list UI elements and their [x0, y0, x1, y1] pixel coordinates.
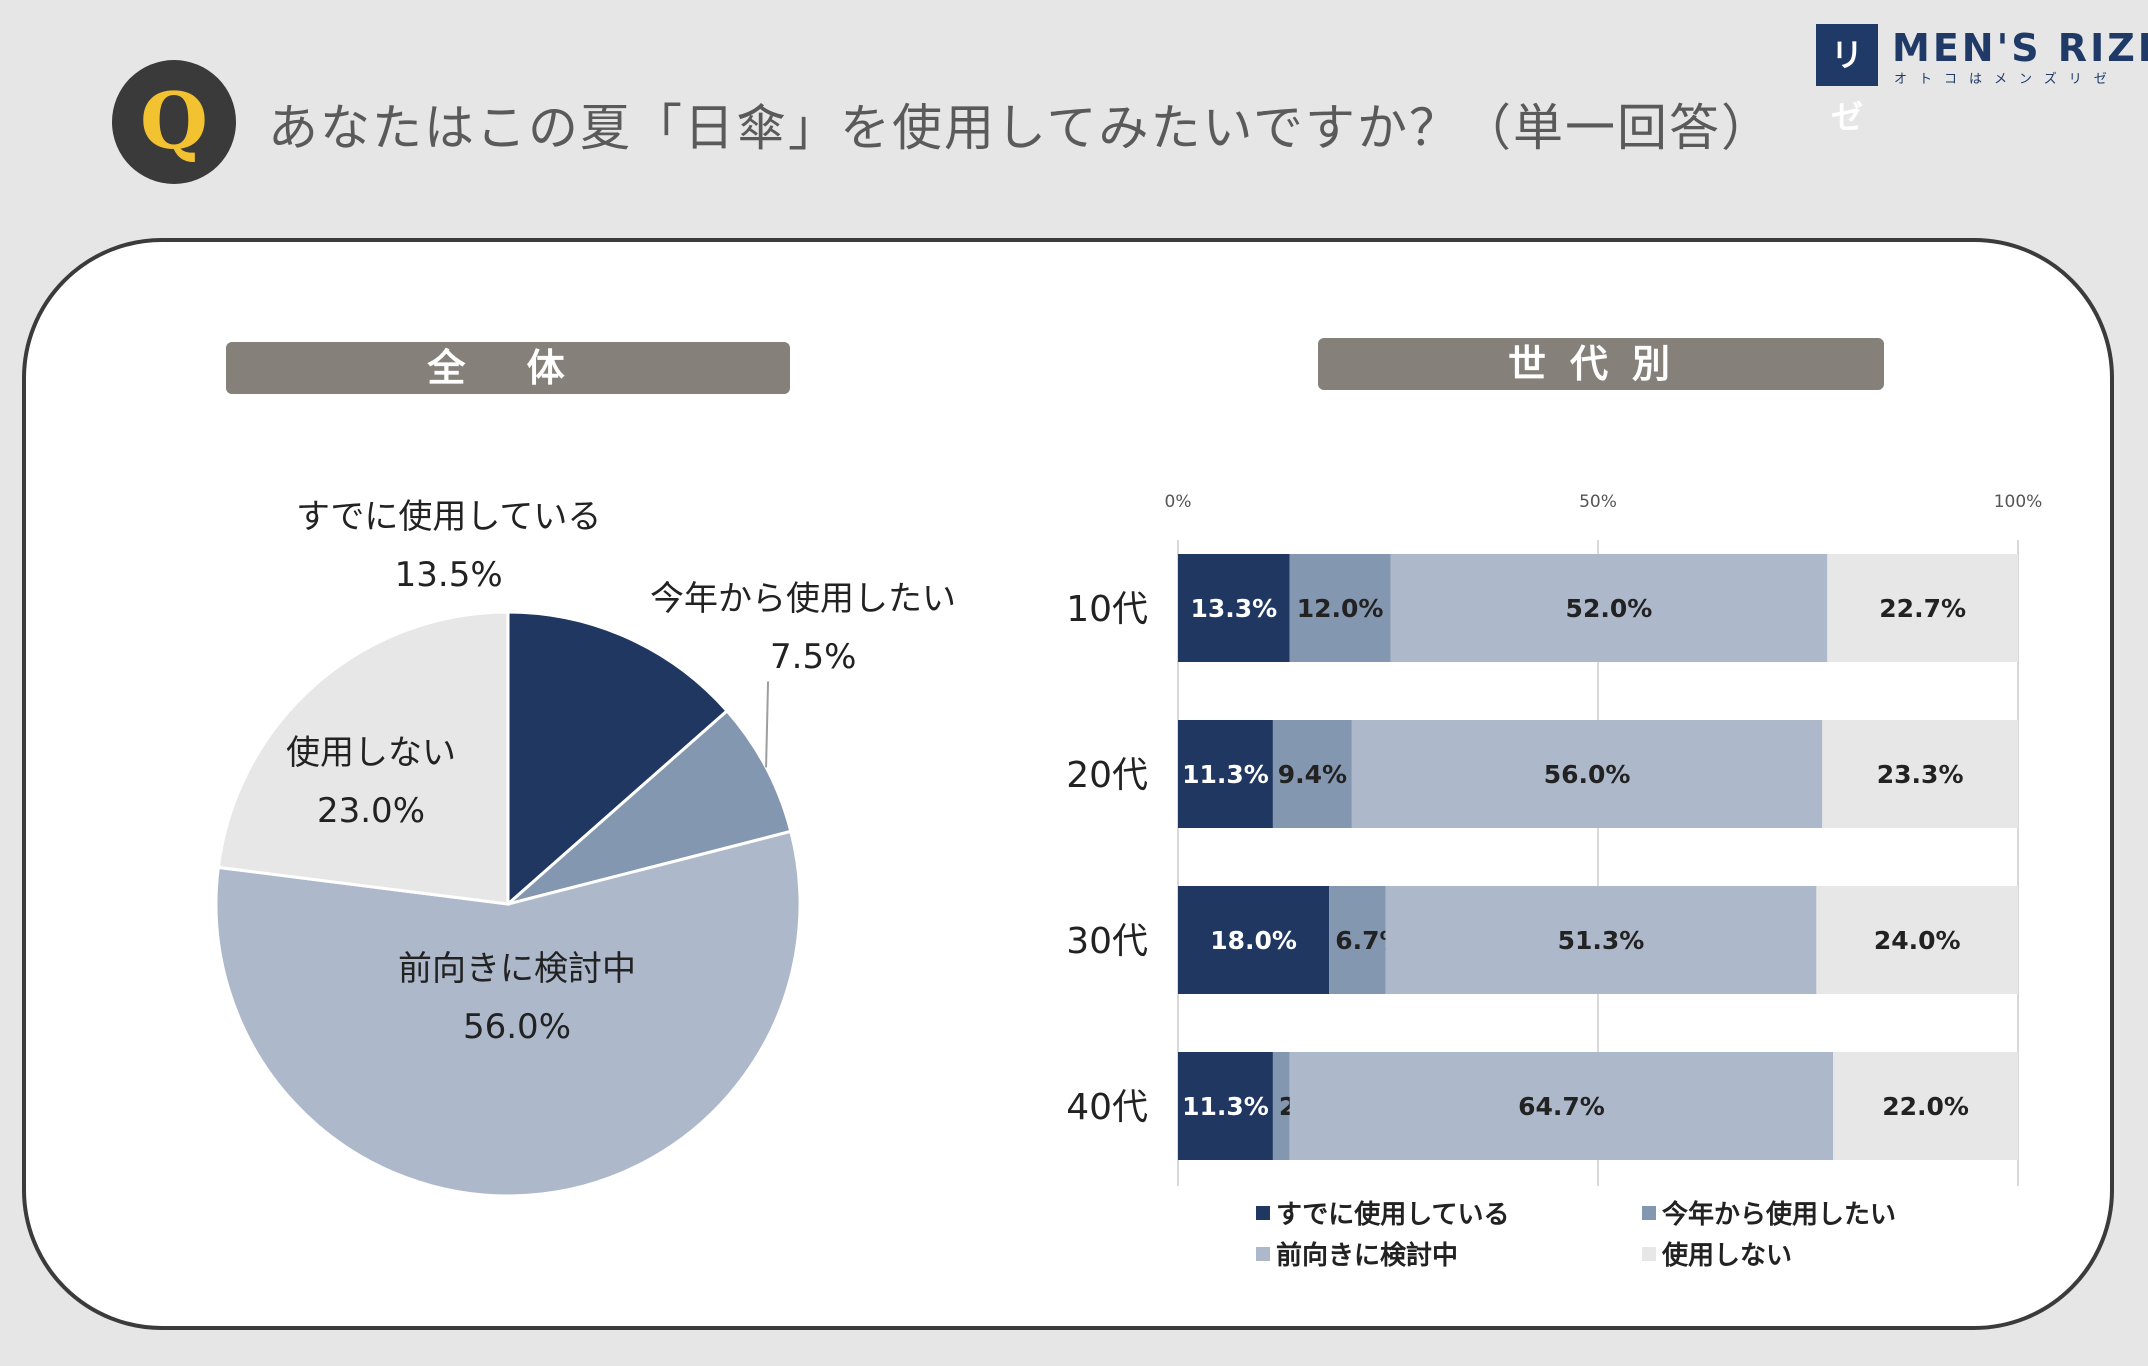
- data-label-already: 13.3%: [1190, 594, 1277, 623]
- pie-label-not-use: 使用しない 23.0%: [286, 724, 456, 840]
- data-label-considering: 64.7%: [1518, 1092, 1605, 1121]
- logo-tagline: オトコはメンズリゼ: [1894, 72, 2119, 87]
- data-label-from-this-year: 12.0%: [1297, 594, 1384, 623]
- pie-label-not-use-name: 使用しない: [286, 733, 456, 773]
- category-label: 10代: [1066, 589, 1148, 630]
- legend-label-considering: 前向きに検討中: [1276, 1240, 1458, 1271]
- bar-segment-from-this-year: [1289, 554, 1391, 662]
- legend-swatch-from-this-year: [1642, 1206, 1656, 1220]
- logo-name: MEN'S RIZE: [1892, 26, 2148, 70]
- data-label-already: 11.3%: [1182, 760, 1269, 789]
- data-label-considering: 52.0%: [1566, 594, 1653, 623]
- bar-segment-considering: [1385, 886, 1817, 994]
- bar-segment-not-use: [1827, 554, 2018, 662]
- data-label-already: 18.0%: [1210, 926, 1297, 955]
- pie-label-from-this-year-value: 7.5%: [770, 637, 857, 677]
- pie-label-from-this-year: 今年から使用したい 7.5%: [650, 570, 956, 686]
- data-label-from-this-year: 9.4%: [1278, 760, 1347, 789]
- pie-label-considering-name: 前向きに検討中: [398, 949, 636, 989]
- bar-segment-considering: [1289, 1052, 1834, 1160]
- legend-label-already: すでに使用している: [1276, 1200, 1509, 1230]
- pie-label-from-this-year-name: 今年から使用したい: [650, 579, 956, 619]
- data-label-already: 11.3%: [1182, 1092, 1269, 1121]
- pie-label-already-value: 13.5%: [394, 555, 503, 595]
- x-tick-label: 0%: [1165, 492, 1192, 512]
- pie-label-considering-value: 56.0%: [462, 1007, 571, 1047]
- data-label-not-use: 22.7%: [1879, 594, 1966, 623]
- brand-logo: リゼ MEN'S RIZE オトコはメンズリゼ: [1816, 24, 2148, 136]
- pie-slice-already: [506, 610, 730, 908]
- data-label-considering: 56.0%: [1544, 760, 1631, 789]
- pie-slice-from-this-year: [507, 708, 793, 906]
- bar-segment-from-this-year: [1329, 886, 1386, 994]
- bar-segment-considering: [1390, 554, 1828, 662]
- bar-segment-from-this-year: [1272, 1052, 1290, 1160]
- category-label: 20代: [1066, 755, 1148, 796]
- pie-slice-considering: [214, 829, 802, 1198]
- x-tick-label: 100%: [1994, 492, 2043, 512]
- pie-label-already-name: すでに使用している: [296, 497, 602, 537]
- bar-segment-already: [1178, 886, 1330, 994]
- legend-label-from-this-year: 今年から使用したい: [1662, 1199, 1896, 1230]
- overall-section-header: 全 体: [226, 342, 790, 394]
- generation-section-header: 世代別: [1318, 338, 1884, 390]
- data-label-considering: 51.3%: [1558, 926, 1645, 955]
- pie-slice-not-use: [216, 610, 510, 906]
- bar-segment-not-use: [1833, 1052, 2018, 1160]
- bar-segment-already: [1178, 1052, 1273, 1160]
- legend-swatch-not-use: [1642, 1247, 1656, 1261]
- bar-segment-not-use: [1816, 886, 2018, 994]
- logo-mark: リゼ: [1816, 24, 1878, 136]
- x-tick-label: 50%: [1579, 492, 1617, 512]
- pie-label-already: すでに使用している 13.5%: [296, 488, 601, 604]
- bar-segment-from-this-year: [1272, 720, 1352, 828]
- data-label-not-use: 24.0%: [1874, 926, 1961, 955]
- category-label: 30代: [1066, 921, 1148, 962]
- data-label-not-use: 23.3%: [1877, 760, 1964, 789]
- category-label: 40代: [1066, 1087, 1148, 1128]
- bar-segment-already: [1178, 720, 1273, 828]
- legend-label-not-use: 使用しない: [1661, 1241, 1792, 1271]
- bar-segment-not-use: [1822, 720, 2018, 828]
- question-badge: Q: [112, 60, 236, 184]
- pie-label-not-use-value: 23.0%: [316, 791, 425, 831]
- question-title: あなたはこの夏「日傘」を使用してみたいですか？（単一回答）: [268, 99, 1773, 157]
- pie-leader-line: [765, 681, 770, 768]
- data-label-not-use: 22.0%: [1882, 1092, 1969, 1121]
- legend-swatch-already: [1256, 1206, 1270, 1220]
- bar-segment-already: [1178, 554, 1290, 662]
- bar-segment-considering: [1351, 720, 1823, 828]
- legend-swatch-considering: [1256, 1247, 1270, 1261]
- pie-label-considering: 前向きに検討中 56.0%: [398, 940, 636, 1056]
